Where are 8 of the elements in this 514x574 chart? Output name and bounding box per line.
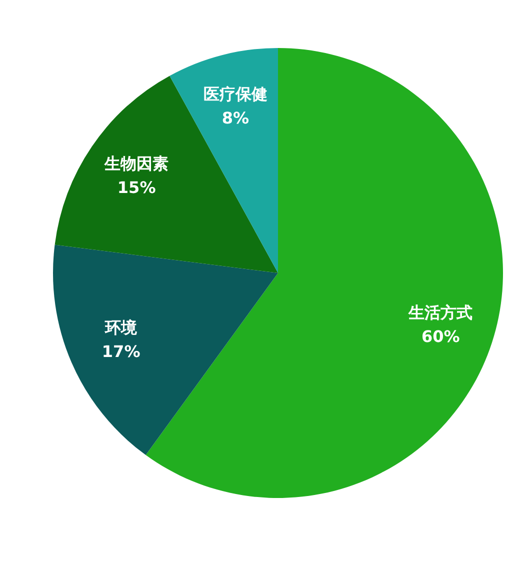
- data-label: 15%: [117, 178, 156, 198]
- data-label: 17%: [102, 342, 140, 362]
- data-label: 8%: [222, 108, 250, 128]
- slice-label: 医疗保健: [203, 84, 268, 104]
- slice-label: 生活方式: [408, 303, 473, 322]
- slice-label: 生物因素: [104, 154, 169, 174]
- data-label: 60%: [421, 327, 460, 346]
- slice-label: 环境: [104, 318, 138, 338]
